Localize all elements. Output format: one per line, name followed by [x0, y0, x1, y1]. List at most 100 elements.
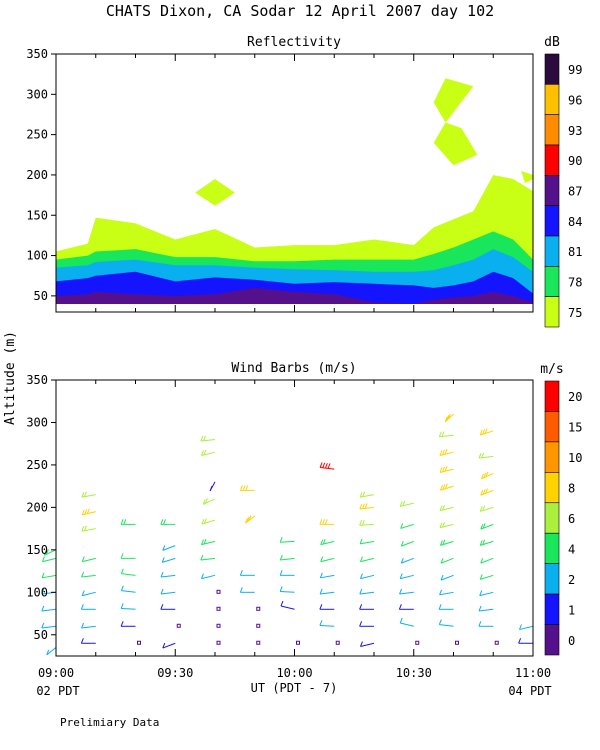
wind-barb-calm — [216, 589, 221, 594]
wind-barb-feather — [83, 525, 87, 531]
wind-barb-feather — [359, 491, 363, 498]
wind-barb — [359, 491, 375, 498]
wind-barb-feather — [202, 499, 206, 505]
wind-barb-staff — [46, 647, 57, 656]
wind-barb — [42, 556, 57, 563]
wind-barb-feather — [362, 491, 366, 497]
wind-barb-staff — [400, 502, 414, 507]
wind-barb-staff — [444, 413, 454, 423]
wind-barb — [120, 603, 136, 610]
wind-barb-feather — [402, 500, 406, 506]
wind-barb-staff — [479, 608, 494, 612]
wind-barb-feather — [162, 642, 166, 649]
wind-barb-staff — [43, 549, 57, 556]
wind-barb — [46, 647, 57, 656]
wind-barb-feather — [360, 573, 363, 579]
wind-barb-feather — [245, 485, 249, 491]
wind-barb-feather — [439, 467, 443, 473]
wind-barb-feather — [400, 557, 404, 564]
wind-barb-feather — [485, 471, 489, 478]
wind-barb-staff — [480, 574, 494, 580]
wind-barb-feather — [81, 509, 85, 516]
wind-barb-staff — [201, 540, 216, 546]
wind-ytick-label: 350 — [26, 373, 48, 387]
wind-barb — [444, 413, 454, 423]
wind-barb-staff — [320, 540, 335, 546]
wind-barb — [359, 604, 374, 610]
wind-barbs-y-axis: 50 100 150 200 250 300 350 — [26, 373, 56, 642]
refl-colorbar-swatch — [544, 296, 560, 328]
reflectivity-patch-1 — [195, 178, 235, 206]
reflectivity-colorbar-unit: dB — [544, 35, 560, 50]
wind-colorbar-label: 2 — [568, 573, 575, 587]
wind-barb — [120, 568, 136, 576]
wind-barb-feather — [81, 590, 85, 596]
wind-barb-feather — [438, 431, 442, 438]
wind-barb-feather — [320, 556, 324, 562]
wind-barb — [201, 538, 216, 546]
wind-barb-feather — [83, 491, 87, 497]
wind-barb-feather — [81, 571, 85, 578]
wind-barb-feather — [41, 622, 45, 629]
wind-barb — [479, 505, 494, 512]
wind-barb-feather — [482, 489, 486, 495]
wind-barb-feather — [319, 588, 323, 595]
refl-ytick-label: 350 — [26, 47, 48, 61]
wind-barb — [360, 573, 375, 580]
wind-colorbar-swatch — [544, 472, 560, 504]
wind-barb — [518, 638, 533, 644]
wind-barb — [41, 605, 57, 612]
wind-barb-feather — [81, 525, 85, 532]
wind-barb — [439, 466, 454, 473]
wind-barb-calm — [415, 640, 420, 645]
wind-barb-calm — [256, 640, 261, 645]
wind-barb-staff — [82, 591, 96, 597]
reflectivity-y-axis: 50 100 150 200 250 300 350 — [26, 47, 56, 303]
x-tick-label: 09:00 — [38, 666, 74, 680]
wind-barb-feather — [439, 450, 443, 456]
wind-barb — [439, 589, 454, 596]
refl-colorbar-label: 81 — [568, 245, 582, 259]
refl-colorbar-swatch — [544, 84, 560, 115]
wind-barb-staff — [359, 506, 375, 510]
x-tick-label: 09:30 — [157, 666, 193, 680]
wind-barb — [41, 572, 57, 579]
wind-barb — [279, 537, 295, 543]
wind-barb — [120, 553, 136, 559]
wind-barb-staff — [82, 557, 96, 563]
wind-colorbar-swatch — [544, 593, 560, 625]
wind-barb — [319, 588, 335, 595]
wind-barb-feather — [46, 649, 50, 656]
wind-barb — [80, 604, 96, 610]
wind-barb-feather — [359, 621, 363, 627]
wind-barb-staff — [319, 624, 335, 627]
wind-barb-feather — [480, 523, 484, 530]
wind-barb — [81, 556, 96, 563]
wind-barb — [279, 554, 295, 561]
wind-barb-feather — [203, 538, 207, 545]
wind-ytick-label: 100 — [26, 585, 48, 599]
wind-barb-feather — [481, 452, 485, 458]
wind-barb-staff — [161, 591, 176, 595]
refl-colorbar-label: 93 — [568, 124, 582, 138]
wind-barb-staff — [440, 485, 454, 491]
wind-barb-feather — [120, 553, 124, 559]
wind-barb-staff — [320, 591, 335, 595]
wind-barb-staff — [439, 591, 454, 596]
wind-barb-feather — [360, 556, 363, 562]
wind-barb-staff — [360, 574, 375, 580]
wind-barb-staff — [245, 515, 256, 524]
wind-ytick-label: 50 — [34, 628, 48, 642]
wind-barb — [480, 471, 494, 480]
wind-barb — [201, 573, 216, 580]
wind-barb-staff — [479, 591, 494, 597]
wind-barb-feather — [239, 587, 243, 593]
refl-colorbar-swatch — [544, 144, 560, 176]
wind-barb — [400, 523, 414, 529]
wind-barb — [479, 539, 494, 546]
wind-barb-staff — [81, 625, 96, 629]
wind-barb-staff — [201, 451, 216, 456]
wind-barb-staff — [162, 545, 176, 551]
wind-colorbar-swatch — [544, 411, 560, 443]
wind-barb — [120, 585, 136, 593]
